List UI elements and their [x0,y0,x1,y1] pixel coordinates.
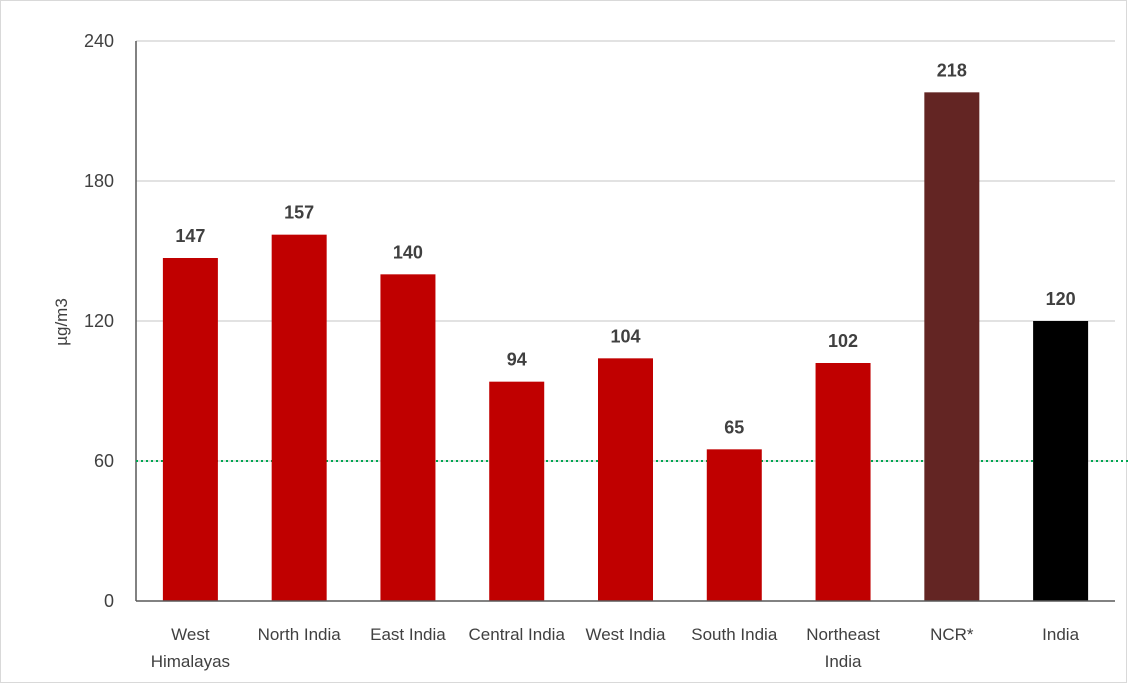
x-tick-label: Northeast India [806,625,880,671]
data-label: 120 [1046,289,1076,309]
data-labels: 147 157 140 94 104 65 102 218 120 [175,60,1075,437]
data-label: 65 [724,417,744,437]
y-tick-label: 180 [84,171,114,191]
y-tick-label: 0 [104,591,114,611]
data-label: 102 [828,331,858,351]
bar [924,92,980,601]
y-axis-label: µg/m3 [52,298,71,346]
bar [380,274,436,601]
bar [815,363,871,601]
x-tick-label: India [1042,625,1079,644]
y-tick-label: 240 [84,31,114,51]
bar [598,358,653,601]
bar [1033,321,1089,601]
data-label: 218 [937,60,967,80]
bar [706,449,762,601]
x-tick-label: Central India [469,625,566,644]
data-label: 140 [393,242,423,262]
x-tick-label: South India [691,625,778,644]
x-axis: West Himalayas North India East India Centra… [136,600,1115,671]
bar [162,258,218,601]
x-tick-label: West India [585,625,666,644]
x-tick-label: East India [370,625,446,644]
data-label: 104 [610,326,640,346]
y-tick-label: 120 [84,311,114,331]
x-tick-label: North India [258,625,342,644]
data-label: 94 [507,350,527,370]
y-tick-label: 60 [94,451,114,471]
bars [162,92,1089,601]
x-tick-label: West Himalayas [151,625,230,671]
data-label: 157 [284,203,314,223]
y-axis: 0 60 120 180 240 [84,31,137,611]
bar [489,381,545,601]
x-tick-label: NCR* [930,625,974,644]
bar [271,234,327,601]
data-label: 147 [175,226,205,246]
